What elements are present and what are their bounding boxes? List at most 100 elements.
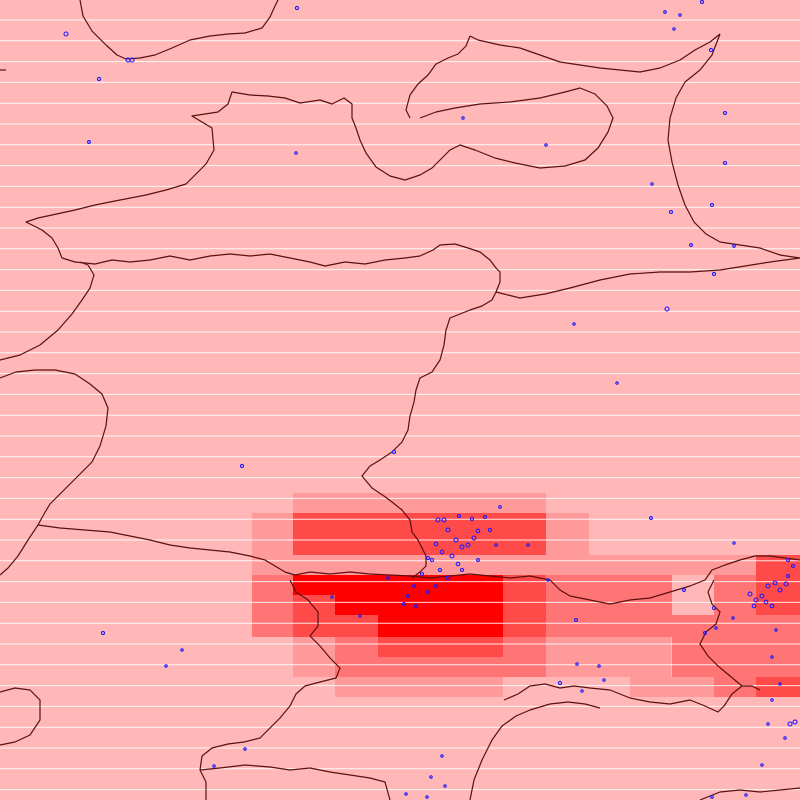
event-marker <box>546 578 550 582</box>
event-marker <box>763 599 769 605</box>
coastline-segment <box>25 87 614 259</box>
density-cell-low <box>293 493 546 513</box>
event-marker <box>498 505 502 509</box>
event-marker <box>783 581 789 587</box>
density-cell-high <box>293 513 546 555</box>
coastline-segment <box>405 35 471 119</box>
event-marker <box>435 517 441 523</box>
event-marker <box>469 516 475 522</box>
event-marker <box>475 528 481 534</box>
event-marker <box>386 576 390 580</box>
event-marker <box>759 593 765 599</box>
coastline-segment <box>37 524 800 605</box>
event-marker <box>465 542 471 548</box>
event-marker <box>575 662 579 666</box>
event-marker <box>689 243 693 247</box>
event-marker <box>664 306 670 312</box>
density-cell-max <box>293 575 503 595</box>
event-marker <box>751 603 757 609</box>
event-marker <box>722 110 728 116</box>
event-marker <box>406 594 410 598</box>
event-marker <box>456 513 462 519</box>
coastline-segment <box>0 261 95 361</box>
event-marker <box>437 567 443 573</box>
coastline-segment <box>503 683 761 713</box>
event-marker <box>425 589 431 595</box>
coastline-segment <box>667 33 800 259</box>
event-marker <box>243 747 247 751</box>
event-marker <box>760 763 764 767</box>
event-marker <box>747 591 753 597</box>
event-marker <box>455 561 461 567</box>
event-marker <box>783 736 787 740</box>
event-marker <box>770 698 774 702</box>
event-marker <box>404 792 408 796</box>
event-marker <box>476 558 480 562</box>
event-marker <box>785 557 791 563</box>
event-marker <box>494 543 498 547</box>
event-marker <box>711 271 717 277</box>
event-marker <box>330 595 334 599</box>
event-marker <box>433 583 439 589</box>
density-cell-max <box>335 595 503 615</box>
event-marker <box>769 603 775 609</box>
event-marker <box>429 775 433 779</box>
coastline-segment <box>0 687 41 746</box>
event-marker <box>602 678 606 682</box>
event-marker <box>714 626 718 630</box>
event-marker <box>453 537 459 543</box>
event-marker <box>573 617 579 623</box>
event-marker <box>770 655 774 659</box>
event-marker <box>294 5 300 11</box>
event-marker <box>411 583 417 589</box>
event-marker <box>785 573 791 579</box>
coastline-segment <box>469 33 721 73</box>
event-marker <box>526 543 530 547</box>
coastline-segment <box>79 0 279 60</box>
coastline-segment <box>411 531 427 579</box>
event-marker <box>96 76 102 82</box>
event-marker <box>129 57 135 63</box>
event-marker <box>765 583 771 589</box>
event-marker <box>358 614 362 618</box>
density-cell-low <box>335 677 503 697</box>
event-marker <box>425 555 431 561</box>
event-marker <box>744 793 748 797</box>
event-marker <box>708 47 714 53</box>
event-marker <box>87 140 91 144</box>
event-marker <box>787 721 793 727</box>
event-marker <box>731 616 735 620</box>
event-marker <box>441 517 447 523</box>
event-marker <box>440 754 444 758</box>
event-marker <box>212 764 216 768</box>
event-marker <box>572 322 576 326</box>
event-marker <box>792 719 798 725</box>
density-cell-max <box>378 615 503 637</box>
event-marker <box>445 527 451 533</box>
event-marker <box>709 202 715 208</box>
density-cell-high <box>756 677 800 697</box>
event-marker <box>471 535 477 541</box>
event-marker <box>63 31 69 37</box>
event-marker <box>461 116 465 120</box>
coastline-segment <box>699 787 800 800</box>
event-marker <box>459 567 465 573</box>
coastline-segment <box>199 579 341 800</box>
event-marker <box>772 580 778 586</box>
event-marker <box>672 27 676 31</box>
coastline-segment <box>199 764 391 800</box>
coastline-segment <box>495 257 800 299</box>
coastline-segment <box>469 701 601 800</box>
event-marker <box>557 680 563 686</box>
event-marker <box>425 795 429 799</box>
event-marker <box>668 209 674 215</box>
event-marker <box>433 541 439 547</box>
event-marker <box>774 628 778 632</box>
event-marker <box>597 664 601 668</box>
event-marker <box>778 682 782 686</box>
event-marker <box>239 463 245 469</box>
event-marker <box>445 575 451 581</box>
event-marker <box>682 588 686 592</box>
